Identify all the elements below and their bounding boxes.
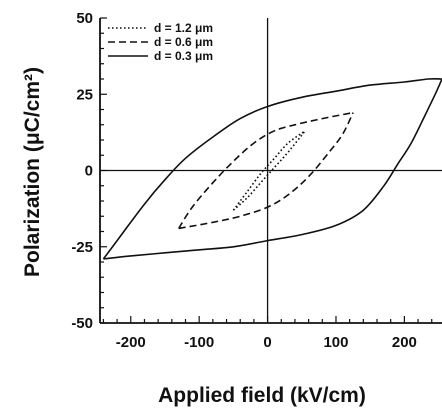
legend: d = 1.2 μmd = 0.6 μmd = 0.3 μm: [108, 21, 213, 63]
legend-label-dashed: d = 0.6 μm: [154, 35, 213, 49]
series-dotted-upper-branch: [232, 130, 306, 211]
x-tick-label: 200: [392, 334, 417, 351]
x-tick-label: -100: [184, 334, 214, 351]
legend-label-solid: d = 0.3 μm: [154, 49, 213, 63]
legend-label-dotted: d = 1.2 μm: [154, 21, 213, 35]
y-tick-label: 0: [85, 163, 93, 180]
x-tick-label: 100: [323, 334, 348, 351]
y-tick-label: -25: [71, 239, 93, 256]
tick-labels: 50 25 0 -25 -50 -200 -100 0 100 200: [71, 10, 417, 351]
y-tick-label: 50: [76, 10, 93, 27]
series-solid-upper-branch: [102, 77, 442, 260]
series-dashed: [178, 111, 354, 230]
series-dashed-upper-branch: [178, 111, 354, 229]
y-axis-title: Polarization (μC/cm²): [21, 67, 44, 277]
series-dashed-lower-branch: [178, 112, 354, 230]
x-tick-label: -200: [116, 334, 146, 351]
series-dotted-lower-branch: [232, 130, 306, 211]
x-axis-title: Applied field (kV/cm): [158, 384, 366, 407]
y-tick-label: -50: [71, 315, 93, 332]
series-curves: [102, 77, 442, 260]
x-tick-label: 0: [263, 334, 271, 351]
series-dotted: [232, 130, 306, 211]
zero-lines: [100, 18, 442, 323]
y-tick-label: 25: [76, 86, 93, 103]
series-solid: [102, 77, 442, 260]
series-solid-lower-branch: [103, 78, 442, 260]
axis-ticks: [100, 17, 433, 324]
